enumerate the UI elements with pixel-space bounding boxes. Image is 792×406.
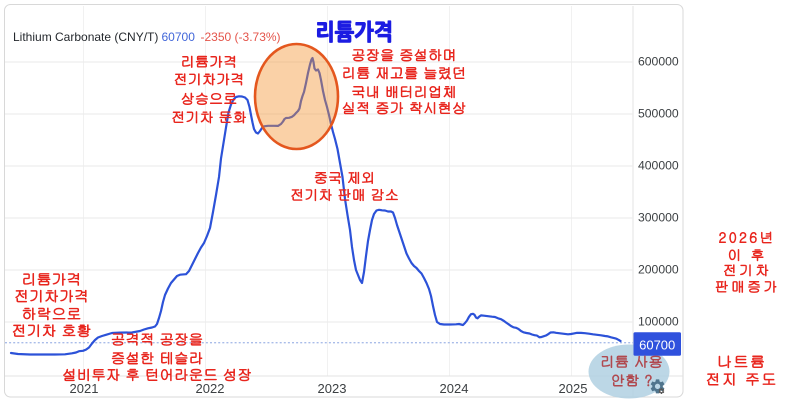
svg-text:2024: 2024 xyxy=(440,381,469,396)
svg-text:100000: 100000 xyxy=(638,314,679,328)
svg-text:200000: 200000 xyxy=(638,262,679,276)
svg-text:2023: 2023 xyxy=(318,381,347,396)
svg-text:300000: 300000 xyxy=(638,210,679,224)
svg-text:Lithium Carbonate (CNY/T): Lithium Carbonate (CNY/T) xyxy=(13,30,158,44)
svg-text:500000: 500000 xyxy=(638,106,679,120)
svg-text:2021: 2021 xyxy=(70,381,99,396)
svg-text:400000: 400000 xyxy=(638,158,679,172)
svg-text:2022: 2022 xyxy=(196,381,225,396)
svg-text:600000: 600000 xyxy=(638,54,679,68)
svg-text:-2350 (-3.73%): -2350 (-3.73%) xyxy=(201,30,281,44)
svg-text:60700: 60700 xyxy=(162,30,196,44)
svg-text:2025: 2025 xyxy=(559,381,588,396)
svg-text:60700: 60700 xyxy=(639,337,675,352)
